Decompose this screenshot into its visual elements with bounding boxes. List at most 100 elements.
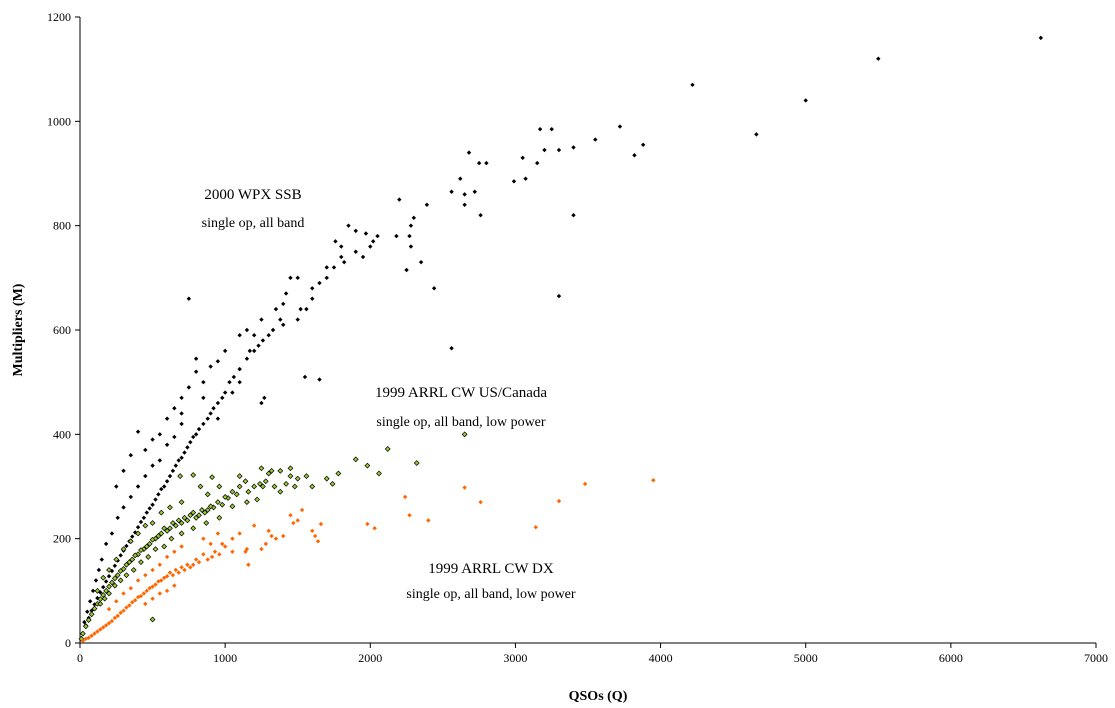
point-dx [170,572,176,578]
point-us [138,559,144,566]
point-us [169,520,176,526]
point-wpx [256,343,261,348]
y-tick-label: 1200 [47,10,71,24]
point-dx [172,549,177,554]
x-tick-label: 0 [77,651,83,665]
point-us [146,540,153,547]
point-wpx [118,553,123,558]
point-wpx [143,473,148,479]
point-wpx [449,346,454,351]
point-dx [153,582,158,587]
point-wpx [298,306,303,312]
point-dx [372,526,377,531]
point-dx [80,638,86,644]
point-wpx [95,595,100,601]
point-wpx [324,265,329,270]
point-us [123,561,130,568]
point-wpx [109,531,115,536]
point-dx [114,599,119,604]
point-us [364,462,371,469]
point-wpx [449,189,454,194]
point-us [88,611,95,618]
point-wpx [93,578,99,583]
point-dx [462,485,467,490]
point-wpx [363,231,369,236]
series-us [78,431,468,642]
point-wpx [211,406,216,411]
x-tick-label: 5000 [794,651,818,665]
point-wpx [283,291,289,296]
point-us [219,501,226,508]
x-tick-label: 2000 [358,651,382,665]
point-wpx [339,254,344,260]
point-wpx [549,126,554,132]
point-dx [172,583,177,588]
point-us [82,623,89,630]
point-us [309,483,316,490]
point-us [291,483,298,490]
point-us [155,533,162,539]
point-dx [201,536,206,541]
point-us [130,567,137,573]
point-us [254,496,260,503]
point-wpx [193,432,199,437]
point-wpx [128,494,133,500]
point-wpx [130,534,135,539]
point-wpx [394,233,399,239]
point-wpx [397,197,402,202]
annotation-wpx-line-2: single op, all band [202,216,305,231]
point-us [329,480,336,487]
point-dx [118,610,123,615]
point-us [216,514,223,521]
point-dx [127,603,132,608]
point-us [172,522,179,529]
point-wpx [407,233,412,239]
point-dx [144,588,149,594]
point-wpx [411,215,417,221]
point-us [236,483,243,490]
point-dx [173,567,178,573]
point-dx [193,557,199,562]
point-dx [98,627,103,632]
point-us [106,590,112,597]
point-us [384,446,391,452]
point-wpx [617,124,623,129]
point-wpx [128,453,133,458]
point-dx [106,606,112,612]
y-tick-label: 0 [65,636,71,650]
y-tick-label: 400 [53,427,71,441]
point-wpx [331,265,337,270]
point-us [229,503,236,510]
point-us [207,503,214,510]
point-us [204,491,211,498]
point-wpx [472,189,477,194]
point-us [203,520,210,526]
point-us [106,567,112,573]
point-us [190,509,197,516]
point-dx [243,549,248,554]
point-us [262,478,269,485]
point-us [271,483,278,490]
point-wpx [179,455,184,461]
point-us [287,465,294,472]
point-dx [156,579,161,584]
point-dx [135,578,141,583]
point-wpx [339,244,344,249]
point-dx [315,539,321,544]
point-us [168,535,175,542]
point-wpx [87,599,93,604]
point-wpx [201,379,206,385]
y-tick-label: 1000 [47,114,71,128]
point-wpx [247,348,253,354]
point-wpx [167,473,173,479]
point-wpx [237,366,242,372]
point-dx [217,552,222,557]
point-wpx [556,147,562,153]
point-us [258,465,265,472]
point-us [413,460,420,466]
point-wpx [176,458,181,463]
point-wpx [150,437,155,442]
point-wpx [404,267,409,273]
point-dx [582,481,588,487]
point-wpx [571,145,576,150]
